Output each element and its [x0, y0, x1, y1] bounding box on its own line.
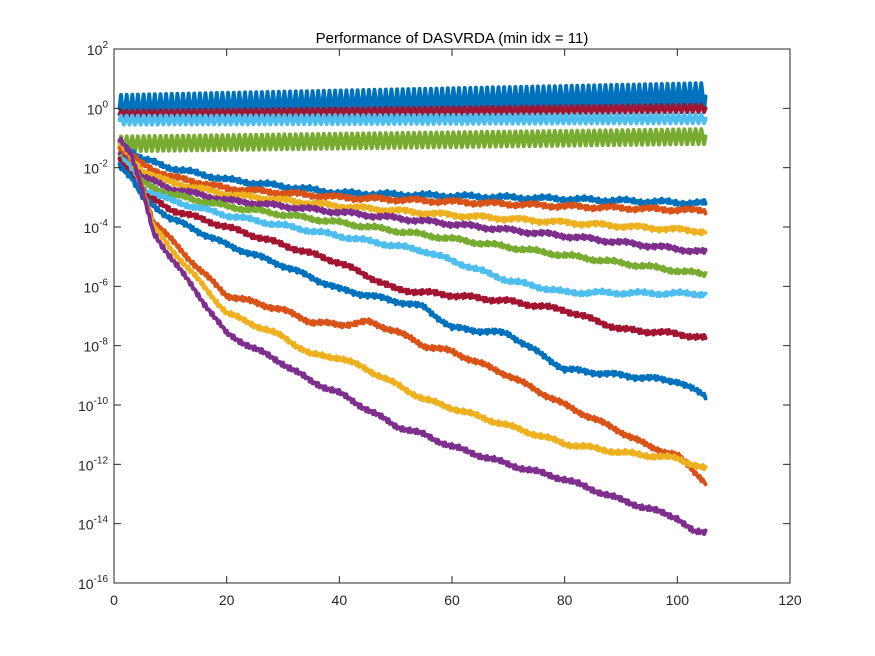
series-line-4: [117, 127, 708, 154]
x-tick-label: 0: [110, 592, 118, 608]
series-line-14: [117, 141, 708, 472]
y-tick-label: 10-12: [78, 455, 108, 473]
x-tick-label: 120: [778, 592, 802, 608]
x-tick-label: 20: [219, 592, 235, 608]
series-line-5: [117, 139, 708, 208]
series-line-13: [117, 145, 708, 487]
series-line-9: [117, 154, 708, 279]
y-tick-label: 100: [87, 99, 109, 117]
y-tick-label: 10-14: [78, 515, 108, 533]
series-line-2: [117, 102, 708, 120]
series-line-10: [117, 156, 708, 299]
y-tick-label: 10-6: [84, 277, 109, 295]
y-tick-label: 10-4: [84, 218, 109, 236]
series-line-8: [117, 149, 708, 256]
series-line-6: [117, 144, 708, 216]
y-tick-label: 10-8: [84, 337, 109, 355]
series-line-11: [117, 156, 708, 341]
series-line-12: [117, 162, 708, 401]
y-tick-label: 10-10: [78, 396, 108, 414]
series-line-7: [117, 147, 708, 237]
y-axis: 102 100 10-2 10-4 10-6 10-8 10-10 10-12 10-14 10-…: [78, 40, 790, 592]
chart-title: Performance of DASVRDA (min idx = 11): [316, 30, 589, 47]
series-line-3: [117, 112, 708, 127]
x-tick-label: 80: [557, 592, 573, 608]
series-line-15: [117, 136, 708, 537]
x-tick-label: 100: [666, 592, 690, 608]
x-tick-label: 60: [444, 592, 460, 608]
y-tick-label: 10-2: [84, 159, 109, 177]
series-layer: [117, 81, 708, 537]
y-tick-label: 10-16: [78, 574, 108, 592]
x-axis: 0 20 40 60 80 100 120: [110, 49, 802, 608]
y-tick-label: 102: [87, 40, 109, 58]
x-tick-label: 40: [332, 592, 348, 608]
